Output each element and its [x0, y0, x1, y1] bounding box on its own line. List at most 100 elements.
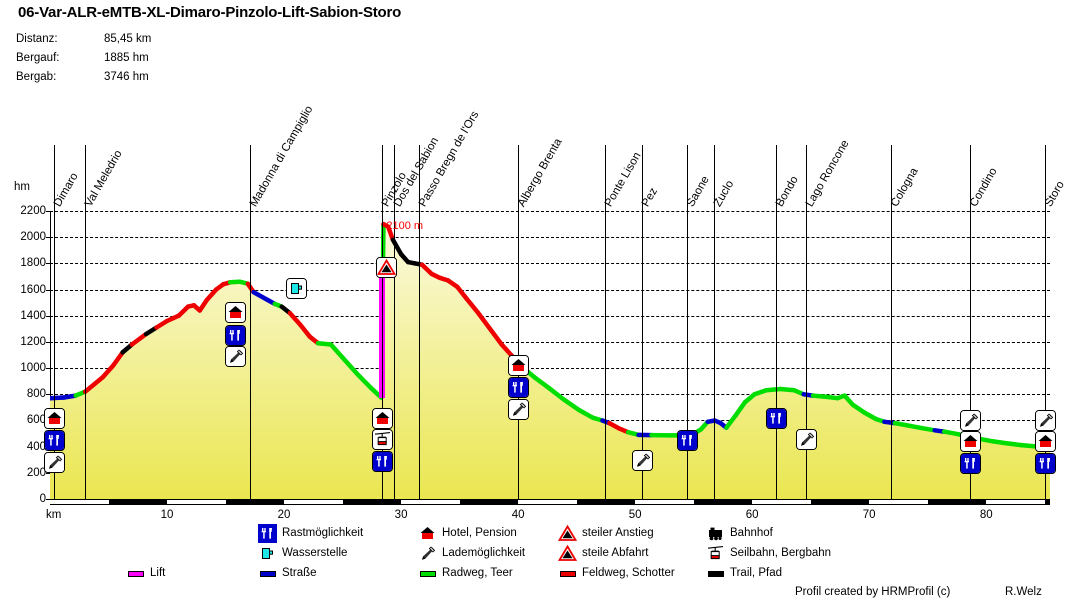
grid-line	[50, 368, 1050, 370]
track-segment	[110, 350, 125, 368]
stat-value: 85,45 km	[104, 33, 152, 45]
y-axis-tick	[46, 341, 51, 343]
y-axis-tick	[46, 211, 51, 212]
steep-ascent-icon	[557, 524, 578, 544]
hotel-icon[interactable]	[372, 407, 394, 429]
y-axis-tick-label: 2200	[20, 205, 46, 217]
x-axis-scale-segment	[810, 500, 870, 504]
credit-text: Profil created by HRMProfil (c)	[795, 586, 951, 598]
track-segment	[251, 289, 270, 303]
legend-label: Trail, Pfad	[730, 567, 782, 579]
steep-descent-icon[interactable]	[375, 257, 397, 279]
x-axis-tick-label: 20	[277, 509, 291, 521]
place-label: Madonna di Campiglio	[247, 103, 316, 209]
track-segment	[340, 355, 359, 376]
restaurant-icon[interactable]	[1034, 453, 1056, 474]
charging-icon[interactable]	[43, 451, 65, 473]
place-marker-line	[250, 145, 252, 499]
restaurant-icon[interactable]	[224, 324, 246, 346]
cablecar-icon[interactable]	[372, 429, 394, 451]
charging-icon[interactable]	[632, 449, 654, 471]
legend-label: Straße	[282, 567, 317, 579]
stat-label: Bergab:	[16, 71, 57, 83]
grid-line	[50, 211, 1050, 212]
y-axis-tick-label: 2000	[20, 231, 46, 244]
place-marker-line	[775, 145, 777, 499]
hotel-icon[interactable]	[959, 431, 981, 453]
charging-icon[interactable]	[224, 346, 246, 368]
charging-icon[interactable]	[959, 410, 981, 432]
page-title: 06-Var-ALR-eMTB-XL-Dimaro-Pinzolo-Lift-S…	[18, 4, 402, 21]
y-axis-tick-label: 1000	[20, 362, 46, 375]
train-icon	[706, 524, 726, 544]
track-segment	[733, 399, 748, 418]
restaurant-icon[interactable]	[959, 453, 981, 474]
grid-line	[50, 315, 1050, 317]
author-text: R.Welz	[1005, 586, 1042, 598]
water-icon[interactable]	[285, 278, 307, 300]
x-axis-scale-segment	[225, 500, 285, 504]
legend-color-swatch	[420, 571, 436, 577]
x-axis-scale-segment	[342, 500, 402, 504]
track-segment	[464, 296, 481, 316]
restaurant-icon[interactable]	[43, 430, 65, 452]
y-axis-tick-label: 600	[26, 414, 46, 427]
hotel-icon[interactable]	[508, 355, 530, 377]
place-marker-line	[53, 145, 55, 499]
grid-line	[50, 237, 1050, 239]
restaurant-icon[interactable]	[508, 377, 530, 399]
y-axis-tick	[46, 499, 51, 500]
restaurant-icon[interactable]	[676, 430, 698, 452]
grid-line	[50, 341, 1050, 343]
x-axis-tick-label: 50	[628, 509, 642, 521]
place-marker-line	[642, 145, 644, 499]
track-segment	[385, 224, 396, 243]
grid-line	[50, 263, 1050, 265]
place-marker-line	[713, 145, 715, 499]
y-axis-tick-label: 1800	[20, 257, 46, 270]
legend-label: Wasserstelle	[282, 547, 348, 559]
y-axis-tick	[46, 263, 51, 265]
legend-color-swatch	[260, 571, 276, 577]
restaurant-icon[interactable]	[372, 451, 394, 473]
place-marker-line	[518, 145, 520, 499]
legend-color-swatch	[128, 571, 144, 577]
track-segment	[976, 436, 996, 444]
track-segment	[941, 429, 961, 437]
hotel-icon[interactable]	[1034, 431, 1056, 453]
track-segment	[287, 310, 303, 328]
track-segment	[298, 322, 313, 339]
x-axis-scale-segment	[693, 500, 753, 504]
place-marker-line	[394, 145, 396, 499]
y-axis-tick	[46, 368, 51, 370]
legend-label: Rastmöglichkeit	[282, 527, 364, 539]
charging-icon[interactable]	[1034, 410, 1056, 432]
legend-color-swatch	[560, 571, 576, 577]
x-axis-scale-segment	[459, 500, 519, 504]
x-axis-tick-label: 60	[745, 509, 759, 521]
x-axis-tick-label: 40	[511, 509, 525, 521]
charging-icon[interactable]	[508, 398, 530, 420]
track-segment	[129, 331, 149, 347]
track-segment	[906, 423, 926, 431]
restaurant-icon[interactable]	[765, 407, 787, 429]
x-axis-scale-segment	[1044, 500, 1050, 504]
y-axis-tick-label: 1600	[20, 283, 46, 296]
x-axis-tick-label: 10	[160, 509, 174, 521]
track-segment	[476, 310, 493, 332]
place-marker-line	[969, 145, 971, 499]
track-segment	[892, 420, 912, 428]
y-axis-tick	[46, 237, 51, 239]
hotel-icon[interactable]	[224, 302, 246, 324]
charging-icon[interactable]	[795, 429, 817, 451]
x-axis-tick-label: 80	[979, 509, 993, 521]
track-segment	[1005, 441, 1024, 448]
place-marker-line	[805, 145, 807, 499]
place-label: Saone	[684, 174, 712, 209]
track-segment	[354, 371, 373, 390]
steep-descent-icon	[557, 544, 578, 564]
hotel-icon[interactable]	[43, 407, 65, 429]
place-marker-line	[418, 145, 420, 499]
track-segment	[546, 385, 567, 402]
y-axis-tick	[46, 394, 51, 396]
